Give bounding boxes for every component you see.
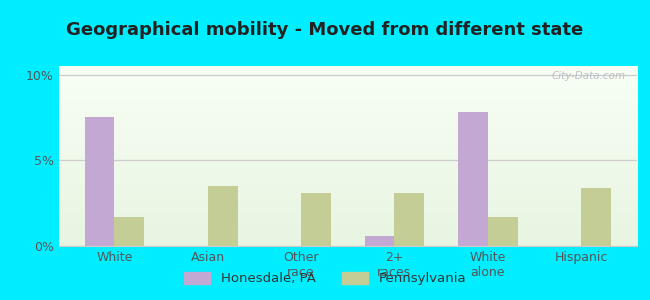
- Bar: [208, 186, 238, 246]
- Bar: [114, 217, 144, 246]
- Bar: [395, 193, 424, 246]
- Text: City-Data.com: City-Data.com: [551, 71, 625, 81]
- Bar: [301, 193, 331, 246]
- Bar: [581, 188, 611, 246]
- Bar: [488, 217, 517, 246]
- Bar: [84, 117, 114, 246]
- Bar: [458, 112, 488, 246]
- Legend: Honesdale, PA, Pennsylvania: Honesdale, PA, Pennsylvania: [178, 266, 472, 290]
- Bar: [365, 236, 395, 246]
- Text: Geographical mobility - Moved from different state: Geographical mobility - Moved from diffe…: [66, 21, 584, 39]
